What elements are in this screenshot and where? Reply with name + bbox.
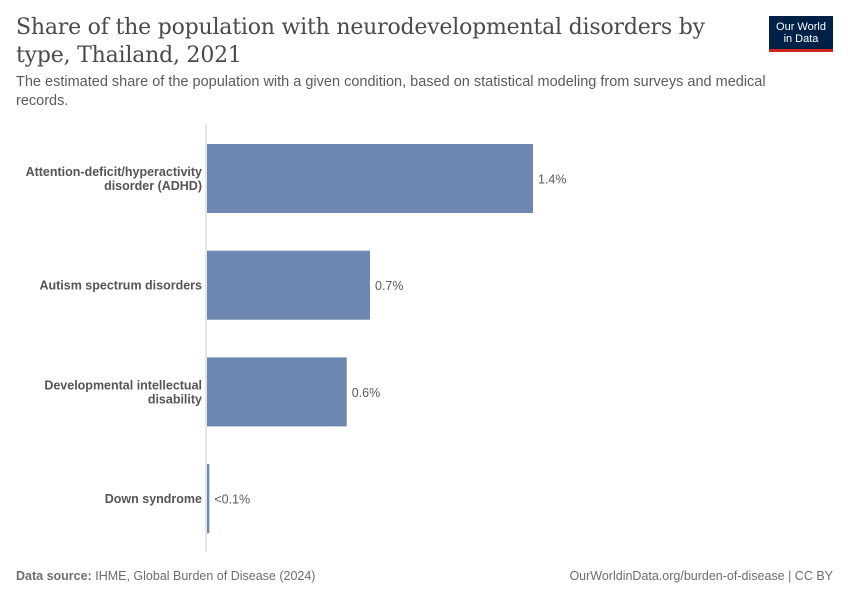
data-source: Data source: IHME, Global Burden of Dise… bbox=[16, 569, 315, 583]
logo-line-1: Our World bbox=[776, 21, 826, 33]
category-label-1-0: Autism spectrum disorders bbox=[39, 279, 202, 293]
category-label-2-1: disability bbox=[148, 392, 202, 406]
value-label-0: 1.4% bbox=[538, 173, 567, 187]
category-label-2-0: Developmental intellectual bbox=[44, 378, 202, 392]
chart-subtitle: The estimated share of the population wi… bbox=[16, 74, 766, 109]
category-label-3-0: Down syndrome bbox=[105, 492, 202, 506]
bar-2[interactable] bbox=[207, 357, 347, 427]
value-label-2: 0.6% bbox=[352, 386, 381, 400]
source-url[interactable]: OurWorldinData.org/burden-of-disease | C… bbox=[569, 569, 833, 583]
category-label-0-1: disorder (ADHD) bbox=[104, 179, 202, 193]
bar-0[interactable] bbox=[207, 144, 533, 213]
chart-title: Share of the population with neurodevelo… bbox=[16, 15, 705, 68]
value-label-3: <0.1% bbox=[214, 493, 250, 507]
data-source-text[interactable]: IHME, Global Burden of Disease (2024) bbox=[95, 569, 316, 583]
bar-3[interactable] bbox=[207, 464, 210, 534]
logo-line-2: in Data bbox=[783, 33, 819, 45]
bar-1[interactable] bbox=[207, 250, 370, 320]
owid-logo[interactable]: Our World in Data bbox=[769, 16, 833, 52]
data-source-label: Data source: bbox=[16, 569, 92, 583]
value-label-1: 0.7% bbox=[375, 279, 404, 293]
category-label-0-0: Attention-deficit/hyperactivity bbox=[26, 165, 202, 179]
